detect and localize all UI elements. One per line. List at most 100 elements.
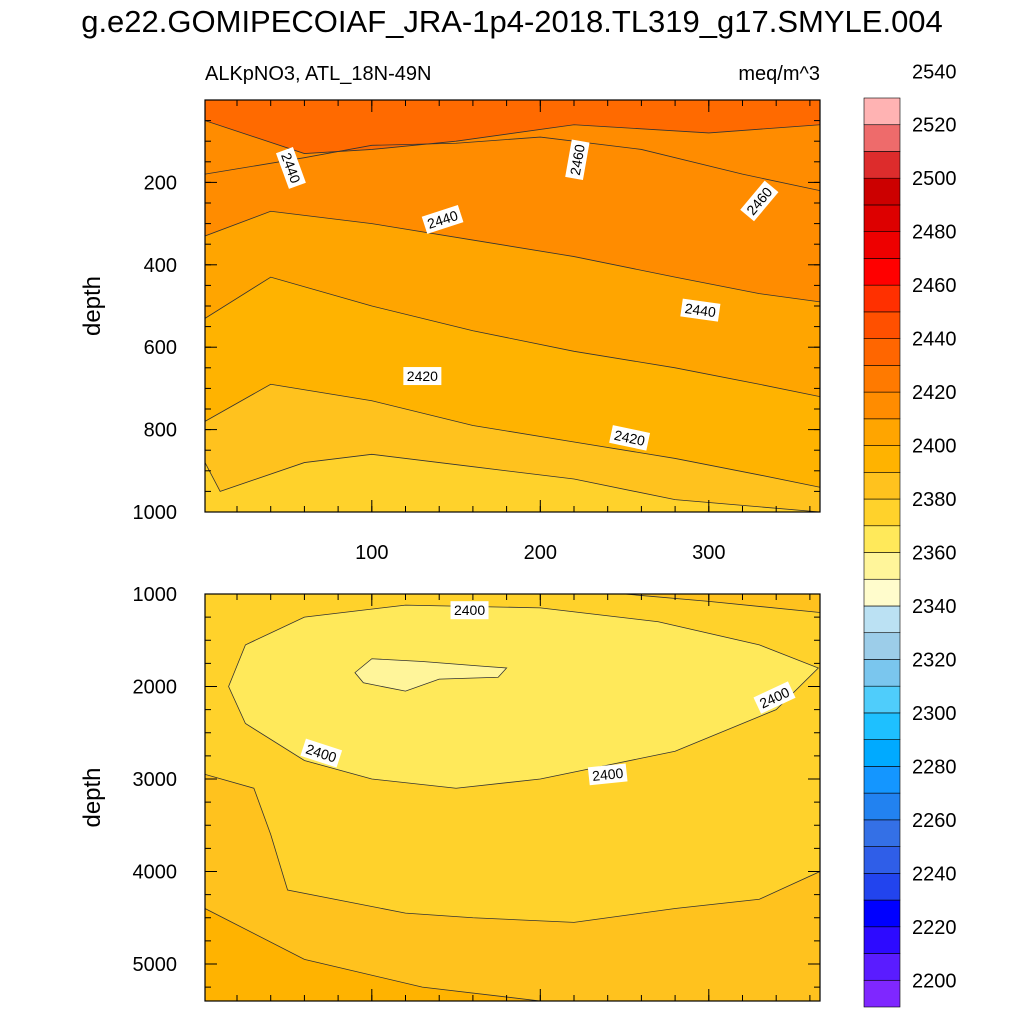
- contour-label-text: 2400: [591, 765, 624, 784]
- y-axis-label: depth: [79, 767, 106, 827]
- colorbar-box: [863, 97, 901, 126]
- contour-label-bg: [403, 367, 442, 386]
- contour-line-2420: [205, 276, 820, 398]
- contour-label: 2420: [609, 425, 651, 451]
- colorbar-label: 2300: [912, 703, 957, 725]
- colorbar-box: [863, 632, 901, 660]
- contour-label-text: 2420: [407, 368, 438, 384]
- chart-title: g.e22.GOMIPECOIAF_JRA-1p4-2018.TL319_g17…: [81, 4, 943, 39]
- y-tick-label: 3000: [133, 769, 178, 791]
- colorbar-box: [863, 258, 901, 286]
- colorbar-label: 2360: [912, 543, 957, 565]
- colorbar-label: 2220: [912, 917, 957, 939]
- colorbar-box: [863, 231, 901, 259]
- colorbar-label: 2340: [912, 596, 957, 618]
- contour-label-bg: [753, 681, 796, 714]
- contour-label-bg: [680, 298, 721, 322]
- contour-label-bg: [275, 147, 306, 189]
- contour-label: 2440: [680, 298, 721, 322]
- colorbar-label: 2540: [912, 61, 957, 83]
- colorbar-box: [863, 445, 901, 473]
- contour-label: 2400: [450, 601, 489, 620]
- colorbar-box: [863, 899, 901, 928]
- contour-label-bg: [300, 738, 343, 768]
- colorbar-box: [863, 177, 901, 206]
- contour-line-2410: [205, 383, 820, 488]
- contour-label-bg: [450, 601, 489, 620]
- y-tick-label: 4000: [133, 862, 178, 884]
- colorbar-label: 2480: [912, 222, 957, 244]
- colorbar-box: [863, 685, 901, 714]
- plot-frame-1: [204, 593, 821, 1002]
- colorbar-label: 2260: [912, 810, 957, 832]
- colorbar-box: [863, 659, 901, 687]
- y-tick-label: 200: [144, 172, 177, 194]
- colorbar-box: [863, 712, 901, 740]
- contour-label-text: 2400: [454, 602, 485, 618]
- colorbar-box: [863, 873, 901, 901]
- colorbar: 2200 2220 2240 2260 2280 2300 2320 2340 2360 2380…: [863, 61, 957, 1008]
- colorbar-box: [863, 552, 901, 580]
- contour-line-2400: [205, 453, 820, 512]
- contour-label-bg: [740, 180, 779, 222]
- right-subtitle: meq/m^3: [738, 63, 820, 85]
- y-tick-label: 800: [144, 420, 177, 442]
- band-2410-top: [624, 594, 820, 613]
- colorbar-label: 2320: [912, 649, 957, 671]
- contour-label-text: 2460: [567, 143, 588, 177]
- colorbar-box: [863, 792, 901, 821]
- colorbar-box: [863, 471, 901, 500]
- colorbar-label: 2500: [912, 168, 957, 190]
- colorbar-label: 2520: [912, 115, 957, 137]
- colorbar-label: 2460: [912, 275, 957, 297]
- contour-label: 2420: [403, 367, 442, 386]
- colorbar-box: [863, 418, 901, 446]
- contour-line-2440: [205, 136, 820, 192]
- colorbar-label: 2200: [912, 970, 957, 992]
- colorbar-label: 2380: [912, 489, 957, 511]
- y-tick-label: 2000: [133, 677, 178, 699]
- band-2460-top: [205, 100, 820, 154]
- contour-line-2460: [205, 120, 820, 154]
- y-tick-label: 1000: [133, 584, 178, 606]
- colorbar-box: [863, 979, 901, 1008]
- colorbar-box: [863, 578, 901, 607]
- colorbar-box: [863, 525, 901, 553]
- colorbar-label: 2280: [912, 756, 957, 778]
- colorbar-box: [863, 498, 901, 527]
- left-subtitle: ALKpNO3, ATL_18N-49N: [205, 63, 431, 85]
- contour-label-bg: [421, 205, 464, 234]
- x-tick-label: 300: [692, 542, 725, 564]
- colorbar-box: [863, 739, 901, 767]
- contour-label-text: 2440: [684, 300, 717, 320]
- colorbar-label: 2420: [912, 382, 957, 404]
- colorbar-label: 2240: [912, 863, 957, 885]
- contour-line-2430: [205, 210, 820, 303]
- colorbar-box: [863, 124, 901, 152]
- colorbar-box: [863, 338, 901, 366]
- contour-label-bg: [565, 139, 590, 181]
- band-2400: [205, 454, 820, 512]
- colorbar-box: [863, 605, 901, 634]
- colorbar-label: 2440: [912, 329, 957, 351]
- x-tick-label: 100: [355, 542, 388, 564]
- colorbar-box: [863, 204, 901, 232]
- colorbar-box: [863, 926, 901, 954]
- colorbar-label: 2400: [912, 436, 957, 458]
- y-axis-label: depth: [79, 276, 106, 336]
- contour-label-text: 2420: [613, 427, 647, 449]
- y-tick-label: 600: [144, 337, 177, 359]
- x-tick-label: 200: [524, 542, 557, 564]
- contour-label: 2400: [587, 763, 628, 786]
- band-2380: [354, 658, 508, 692]
- colorbar-box: [863, 311, 901, 339]
- colorbar-box: [863, 846, 901, 874]
- y-tick-label: 1000: [133, 502, 178, 524]
- colorbar-box: [863, 391, 901, 420]
- y-tick-label: 400: [144, 255, 177, 277]
- colorbar-box: [863, 819, 901, 847]
- colorbar-box: [863, 284, 901, 313]
